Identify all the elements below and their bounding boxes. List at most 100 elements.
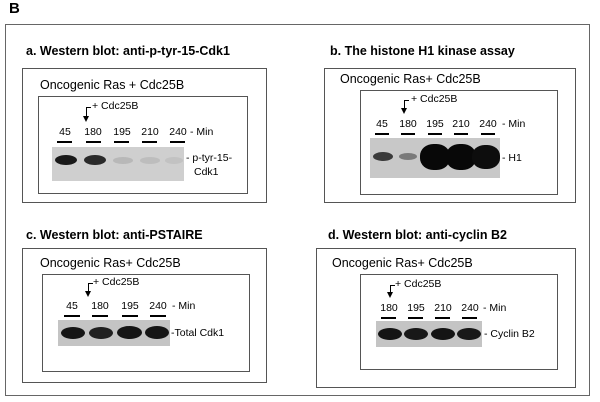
- panel-c-lane-label: 195: [121, 300, 139, 312]
- panel-c-arrow-icon: [85, 291, 91, 297]
- panel-a-band: [165, 157, 183, 164]
- panel-b-lane-tick: [481, 133, 495, 135]
- panel-b-inner-frame: [360, 90, 558, 195]
- panel-b-band: [373, 152, 393, 161]
- panel-c-band: [61, 327, 85, 339]
- panel-a-lane-tick: [114, 141, 129, 143]
- panel-a-lane-label: 45: [59, 126, 71, 138]
- panel-c-band: [89, 327, 113, 339]
- panel-d-band-label: - Cyclin B2: [484, 328, 535, 340]
- panel-d-blot: [376, 321, 482, 347]
- panel-b-frame: [324, 68, 576, 203]
- panel-d-band: [457, 328, 481, 340]
- panel-b-lane-label: 45: [376, 118, 388, 130]
- panel-a-band: [55, 155, 77, 165]
- panel-b-arrow-hook: [404, 100, 409, 101]
- panel-a-lane-tick: [86, 141, 101, 143]
- panel-d-arrow-line: [390, 285, 391, 292]
- panel-a-title: a. Western blot: anti-p-tyr-15-Cdk1: [26, 44, 230, 58]
- panel-c-title: c. Western blot: anti-PSTAIRE: [26, 228, 203, 242]
- panel-c-lane-tick: [92, 315, 108, 317]
- panel-b-lane-label: 210: [452, 118, 470, 130]
- panel-b-blot: [370, 138, 500, 178]
- panel-b-arrow-line: [404, 100, 405, 108]
- panel-a-inner-frame: [38, 96, 248, 194]
- panel-d-band: [431, 328, 455, 340]
- panel-a-blot: [52, 147, 184, 181]
- figure-label: B: [9, 0, 20, 17]
- panel-d-lane-label: 195: [407, 302, 425, 314]
- figure-frame: [5, 24, 590, 396]
- panel-a-lane-label: 195: [113, 126, 131, 138]
- panel-a-band: [140, 157, 160, 164]
- panel-c-band: [117, 326, 142, 339]
- panel-d-lane-tick: [381, 317, 396, 319]
- panel-a-lane-label: 180: [84, 126, 102, 138]
- panel-a-band: [113, 157, 133, 164]
- panel-b-band: [446, 144, 476, 170]
- panel-a-lane-label: 240: [169, 126, 187, 138]
- panel-a-arrow-label: + Cdc25B: [92, 100, 139, 112]
- panel-c-blot: [58, 320, 170, 346]
- panel-c-lane-label: 180: [91, 300, 109, 312]
- panel-a-arrow-icon: [83, 116, 89, 122]
- panel-b-lane-tick: [401, 133, 415, 135]
- panel-c-arrow-line: [88, 283, 89, 291]
- panel-b-band: [399, 153, 417, 160]
- panel-d-arrow-icon: [387, 292, 393, 298]
- panel-c-inner-frame: [42, 274, 250, 372]
- panel-b-title: b. The histone H1 kinase assay: [330, 44, 515, 58]
- panel-c-lane-tick: [64, 315, 80, 317]
- panel-d-lane-label: 180: [380, 302, 398, 314]
- panel-a-lane-tick: [170, 141, 185, 143]
- panel-d-lane-label: 210: [434, 302, 452, 314]
- panel-d-lane-tick: [408, 317, 423, 319]
- panel-d-band: [404, 328, 428, 340]
- panel-d-arrow-label: + Cdc25B: [395, 278, 442, 290]
- panel-a-lane-label: 210: [141, 126, 159, 138]
- panel-c-heading: Oncogenic Ras+ Cdc25B: [40, 256, 181, 270]
- panel-b-unit: - Min: [502, 118, 526, 130]
- panel-c-band: [145, 326, 169, 339]
- panel-c-frame: [22, 248, 267, 383]
- panel-b-band: [420, 144, 450, 170]
- panel-b-lane-label: 240: [479, 118, 497, 130]
- panel-b-band-label: - H1: [502, 152, 522, 164]
- panel-a-arrow-hook: [86, 107, 91, 108]
- panel-a-lane-tick: [57, 141, 72, 143]
- panel-c-arrow-hook: [88, 283, 93, 284]
- panel-d-band: [378, 328, 402, 340]
- panel-a-heading: Oncogenic Ras + Cdc25B: [40, 78, 185, 92]
- panel-b-band: [472, 145, 500, 169]
- panel-d-arrow-hook: [390, 285, 395, 286]
- panel-d-heading: Oncogenic Ras+ Cdc25B: [332, 256, 473, 270]
- panel-a-band-label-2: Cdk1: [194, 166, 219, 178]
- panel-a-band-label: - p-tyr-15-: [186, 152, 233, 164]
- panel-b-lane-label: 195: [426, 118, 444, 130]
- panel-c-arrow-label: + Cdc25B: [93, 276, 140, 288]
- panel-a-frame: [22, 68, 267, 203]
- panel-d-frame: [316, 248, 576, 388]
- panel-b-lane-tick: [454, 133, 468, 135]
- panel-c-lane-label: 45: [66, 300, 78, 312]
- panel-a-unit: - Min: [190, 126, 214, 138]
- panel-d-inner-frame: [360, 274, 558, 370]
- panel-b-lane-label: 180: [399, 118, 417, 130]
- panel-b-lane-tick: [428, 133, 442, 135]
- panel-d-title: d. Western blot: anti-cyclin B2: [328, 228, 507, 242]
- panel-b-lane-tick: [375, 133, 389, 135]
- panel-c-lane-tick: [122, 315, 138, 317]
- panel-d-unit: - Min: [483, 302, 507, 314]
- panel-a-lane-tick: [142, 141, 157, 143]
- panel-b-heading: Oncogenic Ras+ Cdc25B: [340, 72, 481, 86]
- panel-a-band: [84, 155, 106, 165]
- panel-d-lane-tick: [435, 317, 450, 319]
- panel-d-lane-tick: [462, 317, 477, 319]
- panel-b-arrow-label: + Cdc25B: [411, 93, 458, 105]
- panel-c-band-label: -Total Cdk1: [171, 327, 225, 339]
- panel-c-unit: - Min: [172, 300, 196, 312]
- panel-b-arrow-icon: [401, 108, 407, 114]
- panel-c-lane-label: 240: [149, 300, 167, 312]
- panel-c-lane-tick: [150, 315, 166, 317]
- panel-d-lane-label: 240: [461, 302, 479, 314]
